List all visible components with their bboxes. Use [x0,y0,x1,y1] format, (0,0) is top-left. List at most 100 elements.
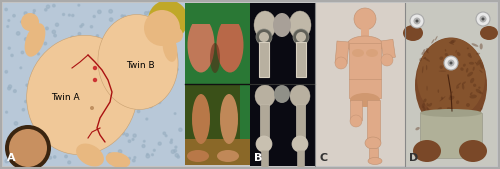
Ellipse shape [352,49,364,57]
Bar [261,150,268,169]
Ellipse shape [470,92,472,95]
Circle shape [90,79,93,83]
Circle shape [166,35,168,38]
Circle shape [16,32,20,35]
Ellipse shape [469,62,474,65]
Circle shape [179,128,182,131]
Ellipse shape [434,114,440,119]
Ellipse shape [424,58,430,62]
Circle shape [350,115,362,127]
Circle shape [134,156,136,158]
Circle shape [90,106,94,110]
Circle shape [414,18,420,25]
Ellipse shape [467,72,473,77]
Ellipse shape [188,18,214,73]
Circle shape [90,26,92,28]
Ellipse shape [456,100,460,104]
Circle shape [92,111,96,115]
Circle shape [144,10,180,46]
Circle shape [94,78,96,81]
Ellipse shape [422,51,426,55]
Circle shape [24,145,26,148]
Circle shape [94,136,96,138]
Circle shape [72,44,75,46]
Bar [3,3,185,166]
Bar [250,3,315,166]
Circle shape [138,93,141,96]
Circle shape [122,63,125,66]
Circle shape [64,117,68,120]
Circle shape [119,98,122,101]
Circle shape [171,150,175,153]
Circle shape [26,84,29,86]
Ellipse shape [456,83,461,87]
Circle shape [130,87,133,90]
Circle shape [46,76,48,78]
Circle shape [26,149,28,151]
Ellipse shape [451,40,454,43]
Circle shape [118,150,122,153]
Bar [185,84,250,165]
Ellipse shape [436,107,442,112]
Circle shape [44,95,46,97]
Circle shape [128,107,132,111]
Circle shape [99,102,102,105]
Circle shape [168,76,172,79]
Text: Twin A: Twin A [50,93,80,102]
Circle shape [128,17,130,19]
Circle shape [59,124,62,126]
Circle shape [158,100,161,104]
Circle shape [13,15,16,17]
Ellipse shape [450,111,453,115]
Circle shape [132,69,134,72]
Circle shape [100,42,102,45]
Ellipse shape [422,121,425,125]
Ellipse shape [456,50,457,53]
Ellipse shape [426,48,428,52]
Circle shape [8,87,10,90]
Circle shape [157,52,160,55]
Circle shape [335,57,347,69]
Circle shape [54,78,57,82]
Circle shape [68,14,70,16]
Ellipse shape [426,65,428,70]
Ellipse shape [451,91,453,93]
Circle shape [166,25,168,28]
Ellipse shape [472,43,478,47]
Circle shape [175,154,178,157]
Circle shape [86,75,88,77]
Circle shape [20,21,22,23]
Circle shape [170,141,172,143]
Ellipse shape [347,36,383,54]
Circle shape [93,151,96,153]
Bar [369,148,378,160]
Circle shape [132,138,134,140]
Circle shape [111,49,114,52]
Ellipse shape [98,15,178,110]
Circle shape [62,145,64,148]
Ellipse shape [290,85,310,107]
Circle shape [140,54,143,56]
Circle shape [7,26,8,27]
Ellipse shape [460,124,463,127]
Circle shape [167,27,183,43]
Circle shape [354,8,376,30]
Circle shape [154,70,158,74]
Circle shape [175,146,177,148]
Circle shape [46,5,50,8]
Ellipse shape [472,67,474,71]
Circle shape [5,125,51,169]
Bar [260,104,269,142]
Circle shape [62,52,64,54]
Ellipse shape [470,55,472,58]
Text: C: C [319,153,327,163]
Ellipse shape [470,94,477,99]
Circle shape [58,77,61,80]
Circle shape [163,132,166,135]
Circle shape [133,134,136,137]
Circle shape [166,38,168,40]
Ellipse shape [470,78,474,83]
Ellipse shape [422,106,426,111]
Ellipse shape [426,107,430,112]
Ellipse shape [480,43,482,50]
